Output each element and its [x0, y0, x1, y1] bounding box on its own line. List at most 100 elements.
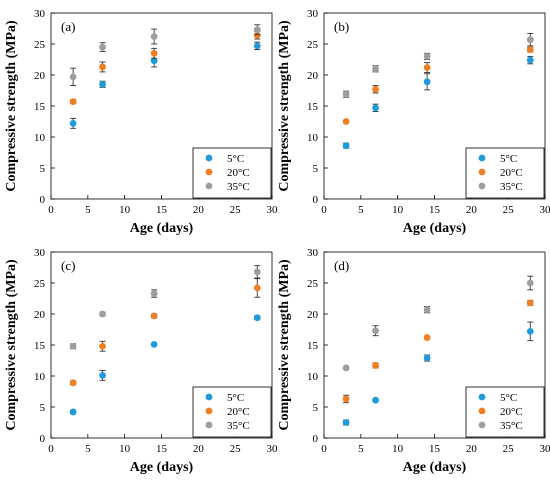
data-point: [526, 46, 534, 53]
chart-panel-1: 0 5 10 15 20 25 30 0 5 10 15 20 25 30 Age (days) Compre…: [4, 8, 278, 236]
data-point: [372, 327, 379, 335]
y-tick-label: 30: [34, 8, 46, 20]
data-point: [372, 85, 379, 93]
legend-marker: [478, 154, 486, 162]
series-3: [69, 265, 261, 350]
data-point: [423, 334, 431, 341]
legend-label: 5°C: [500, 392, 517, 404]
data-point: [150, 290, 158, 297]
legend: 5°C 20°C 35°C: [192, 386, 272, 438]
legend-marker: [205, 168, 213, 176]
series-3: [342, 33, 534, 98]
y-tick-label: 25: [34, 278, 46, 290]
x-tick-label: 5: [85, 204, 91, 216]
data-point: [423, 53, 431, 60]
y-tick-label: 10: [34, 132, 46, 144]
data-point: [423, 306, 431, 314]
legend-label: 35°C: [227, 420, 250, 432]
data-point: [342, 118, 350, 125]
legend-label: 20°C: [500, 167, 523, 179]
legend-label: 5°C: [227, 392, 244, 404]
y-tick-label: 5: [40, 163, 46, 175]
data-point: [150, 312, 158, 320]
data-point: [69, 379, 77, 387]
y-tick-label: 0: [313, 433, 319, 445]
x-tick-label: 5: [358, 443, 364, 455]
legend-label: 5°C: [227, 153, 244, 165]
x-axis-label: Age (days): [130, 460, 194, 475]
data-point: [253, 31, 261, 39]
data-point: [372, 104, 379, 112]
panel-label: (d): [334, 258, 349, 273]
x-tick-label: 15: [429, 204, 441, 216]
x-tick-label: 0: [321, 443, 327, 455]
legend-marker: [205, 421, 213, 429]
x-tick-label: 0: [48, 204, 54, 216]
series-3: [69, 24, 261, 86]
data-point: [342, 419, 350, 426]
x-tick-label: 10: [392, 443, 404, 455]
series-1: [342, 55, 534, 150]
data-point: [99, 80, 106, 88]
x-tick-label: 30: [267, 204, 279, 216]
x-tick-label: 20: [466, 204, 478, 216]
legend-marker: [478, 393, 486, 401]
x-tick-label: 15: [429, 443, 441, 455]
y-tick-label: 5: [40, 402, 46, 414]
data-point: [150, 340, 158, 348]
data-point: [526, 279, 534, 287]
data-point: [342, 142, 350, 150]
data-point: [99, 342, 106, 350]
legend-marker: [478, 421, 486, 429]
x-tick-label: 20: [193, 204, 205, 216]
y-axis-label: Compressive strength (MPa): [277, 259, 292, 431]
y-tick-label: 10: [307, 371, 319, 383]
y-tick-label: 20: [34, 70, 46, 82]
data-point: [253, 314, 261, 322]
y-tick-label: 30: [307, 247, 319, 259]
x-tick-label: 0: [321, 204, 327, 216]
x-tick-label: 30: [540, 204, 550, 216]
y-tick-label: 0: [313, 194, 319, 206]
x-axis-label: Age (days): [403, 221, 467, 236]
x-tick-label: 10: [119, 443, 131, 455]
y-tick-label: 10: [307, 132, 319, 144]
legend-marker: [478, 182, 486, 190]
x-tick-label: 10: [119, 204, 131, 216]
data-point: [423, 78, 431, 86]
data-point: [253, 268, 261, 276]
series-2: [342, 46, 534, 125]
y-axis-label: Compressive strength (MPa): [4, 20, 19, 192]
data-point: [526, 56, 534, 64]
data-point: [69, 73, 77, 81]
y-tick-label: 25: [34, 39, 46, 51]
chart-panel-3: 0 5 10 15 20 25 30 0 5 10 15 20 25 30 Age (days) Compre…: [4, 247, 278, 475]
x-tick-label: 0: [48, 443, 54, 455]
panel-label: (c): [61, 258, 75, 273]
series-1: [342, 321, 534, 426]
legend-marker: [205, 393, 213, 401]
x-tick-label: 15: [156, 443, 168, 455]
series-2: [342, 299, 534, 404]
data-point: [526, 36, 534, 44]
legend-label: 35°C: [227, 181, 250, 193]
x-tick-label: 25: [503, 204, 515, 216]
data-point: [69, 342, 77, 350]
legend-label: 35°C: [500, 420, 523, 432]
y-tick-label: 10: [34, 371, 46, 383]
data-point: [342, 395, 350, 403]
x-tick-label: 10: [392, 204, 404, 216]
data-point: [372, 65, 379, 73]
y-axis-label: Compressive strength (MPa): [4, 259, 19, 431]
y-tick-label: 25: [307, 39, 319, 51]
x-tick-label: 30: [267, 443, 279, 455]
x-axis-label: Age (days): [403, 460, 467, 475]
data-point: [526, 299, 534, 307]
data-point: [69, 119, 77, 127]
y-tick-label: 0: [40, 194, 46, 206]
panel-label: (a): [61, 19, 75, 34]
series-1: [69, 314, 261, 416]
y-tick-label: 30: [307, 8, 319, 20]
y-tick-label: 15: [34, 101, 46, 113]
series-2: [69, 31, 261, 106]
